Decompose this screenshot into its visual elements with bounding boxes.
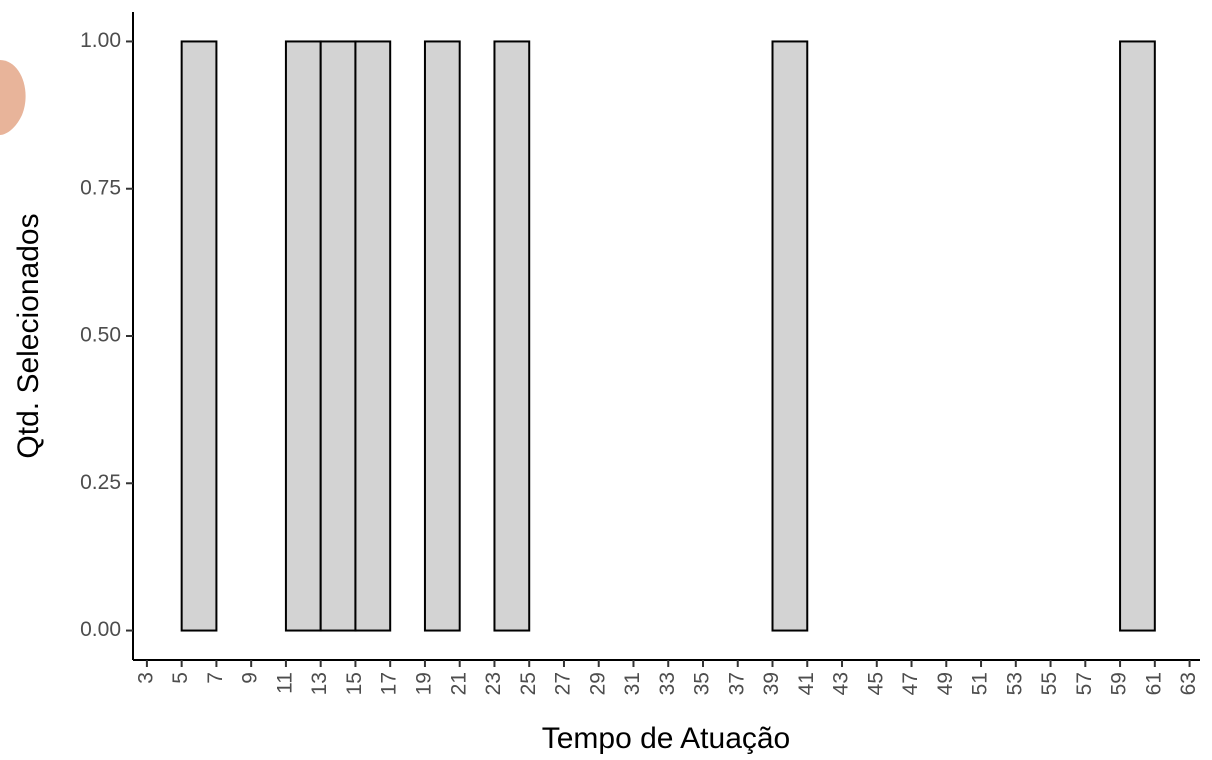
bar bbox=[771, 40, 809, 632]
x-tick-label: 11 bbox=[273, 672, 296, 694]
y-tick-label: 0.75 bbox=[80, 176, 121, 199]
decoration bbox=[0, 60, 26, 135]
x-tick-label: 37 bbox=[725, 672, 748, 695]
x-tick-label: 31 bbox=[621, 672, 644, 695]
x-tick-label: 51 bbox=[969, 672, 992, 695]
x-tick-label: 49 bbox=[934, 672, 957, 695]
x-tick-label: 29 bbox=[586, 672, 609, 695]
bar bbox=[493, 40, 531, 632]
x-tick-label: 33 bbox=[656, 672, 679, 695]
x-tick-label: 9 bbox=[239, 672, 262, 684]
x-tick-label: 25 bbox=[517, 672, 540, 695]
x-axis-title: Tempo de Atuação bbox=[542, 722, 791, 755]
x-tick-label: 59 bbox=[1108, 672, 1131, 695]
x-tick-label: 57 bbox=[1073, 672, 1096, 695]
bar bbox=[1119, 40, 1156, 632]
y-tick-label: 0.50 bbox=[80, 324, 121, 347]
x-tick-label: 55 bbox=[1038, 672, 1061, 695]
x-tick-label: 47 bbox=[899, 672, 922, 695]
x-tick-label: 5 bbox=[169, 672, 192, 684]
y-tick-label: 1.00 bbox=[80, 29, 121, 52]
y-tick-label: 0.00 bbox=[80, 618, 121, 641]
x-tick-label: 21 bbox=[447, 672, 470, 695]
x-tick-label: 53 bbox=[1003, 672, 1026, 695]
bar bbox=[180, 40, 218, 632]
x-tick-label: 41 bbox=[795, 672, 818, 695]
x-tick-label: 15 bbox=[343, 672, 366, 695]
x-tick-label: 39 bbox=[760, 672, 783, 695]
x-tick-label: 7 bbox=[204, 672, 227, 684]
x-tick-label: 3 bbox=[134, 672, 157, 684]
bar bbox=[354, 40, 392, 632]
x-tick-label: 13 bbox=[308, 672, 331, 695]
x-tick-label: 61 bbox=[1142, 672, 1165, 695]
x-tick-label: 17 bbox=[378, 672, 401, 695]
x-tick-label: 19 bbox=[412, 672, 435, 695]
x-tick-label: 63 bbox=[1177, 672, 1200, 695]
bar bbox=[284, 40, 322, 632]
bar bbox=[319, 40, 357, 632]
x-tick-label: 45 bbox=[864, 672, 887, 695]
x-tick-label: 43 bbox=[830, 672, 853, 695]
y-axis-title: Qtd. Selecionados bbox=[12, 213, 45, 458]
x-tick-label: 35 bbox=[691, 672, 714, 695]
bar bbox=[423, 40, 461, 632]
x-tick-label: 23 bbox=[482, 672, 505, 695]
y-tick-label: 0.25 bbox=[80, 471, 121, 494]
x-tick-label: 27 bbox=[552, 672, 575, 695]
